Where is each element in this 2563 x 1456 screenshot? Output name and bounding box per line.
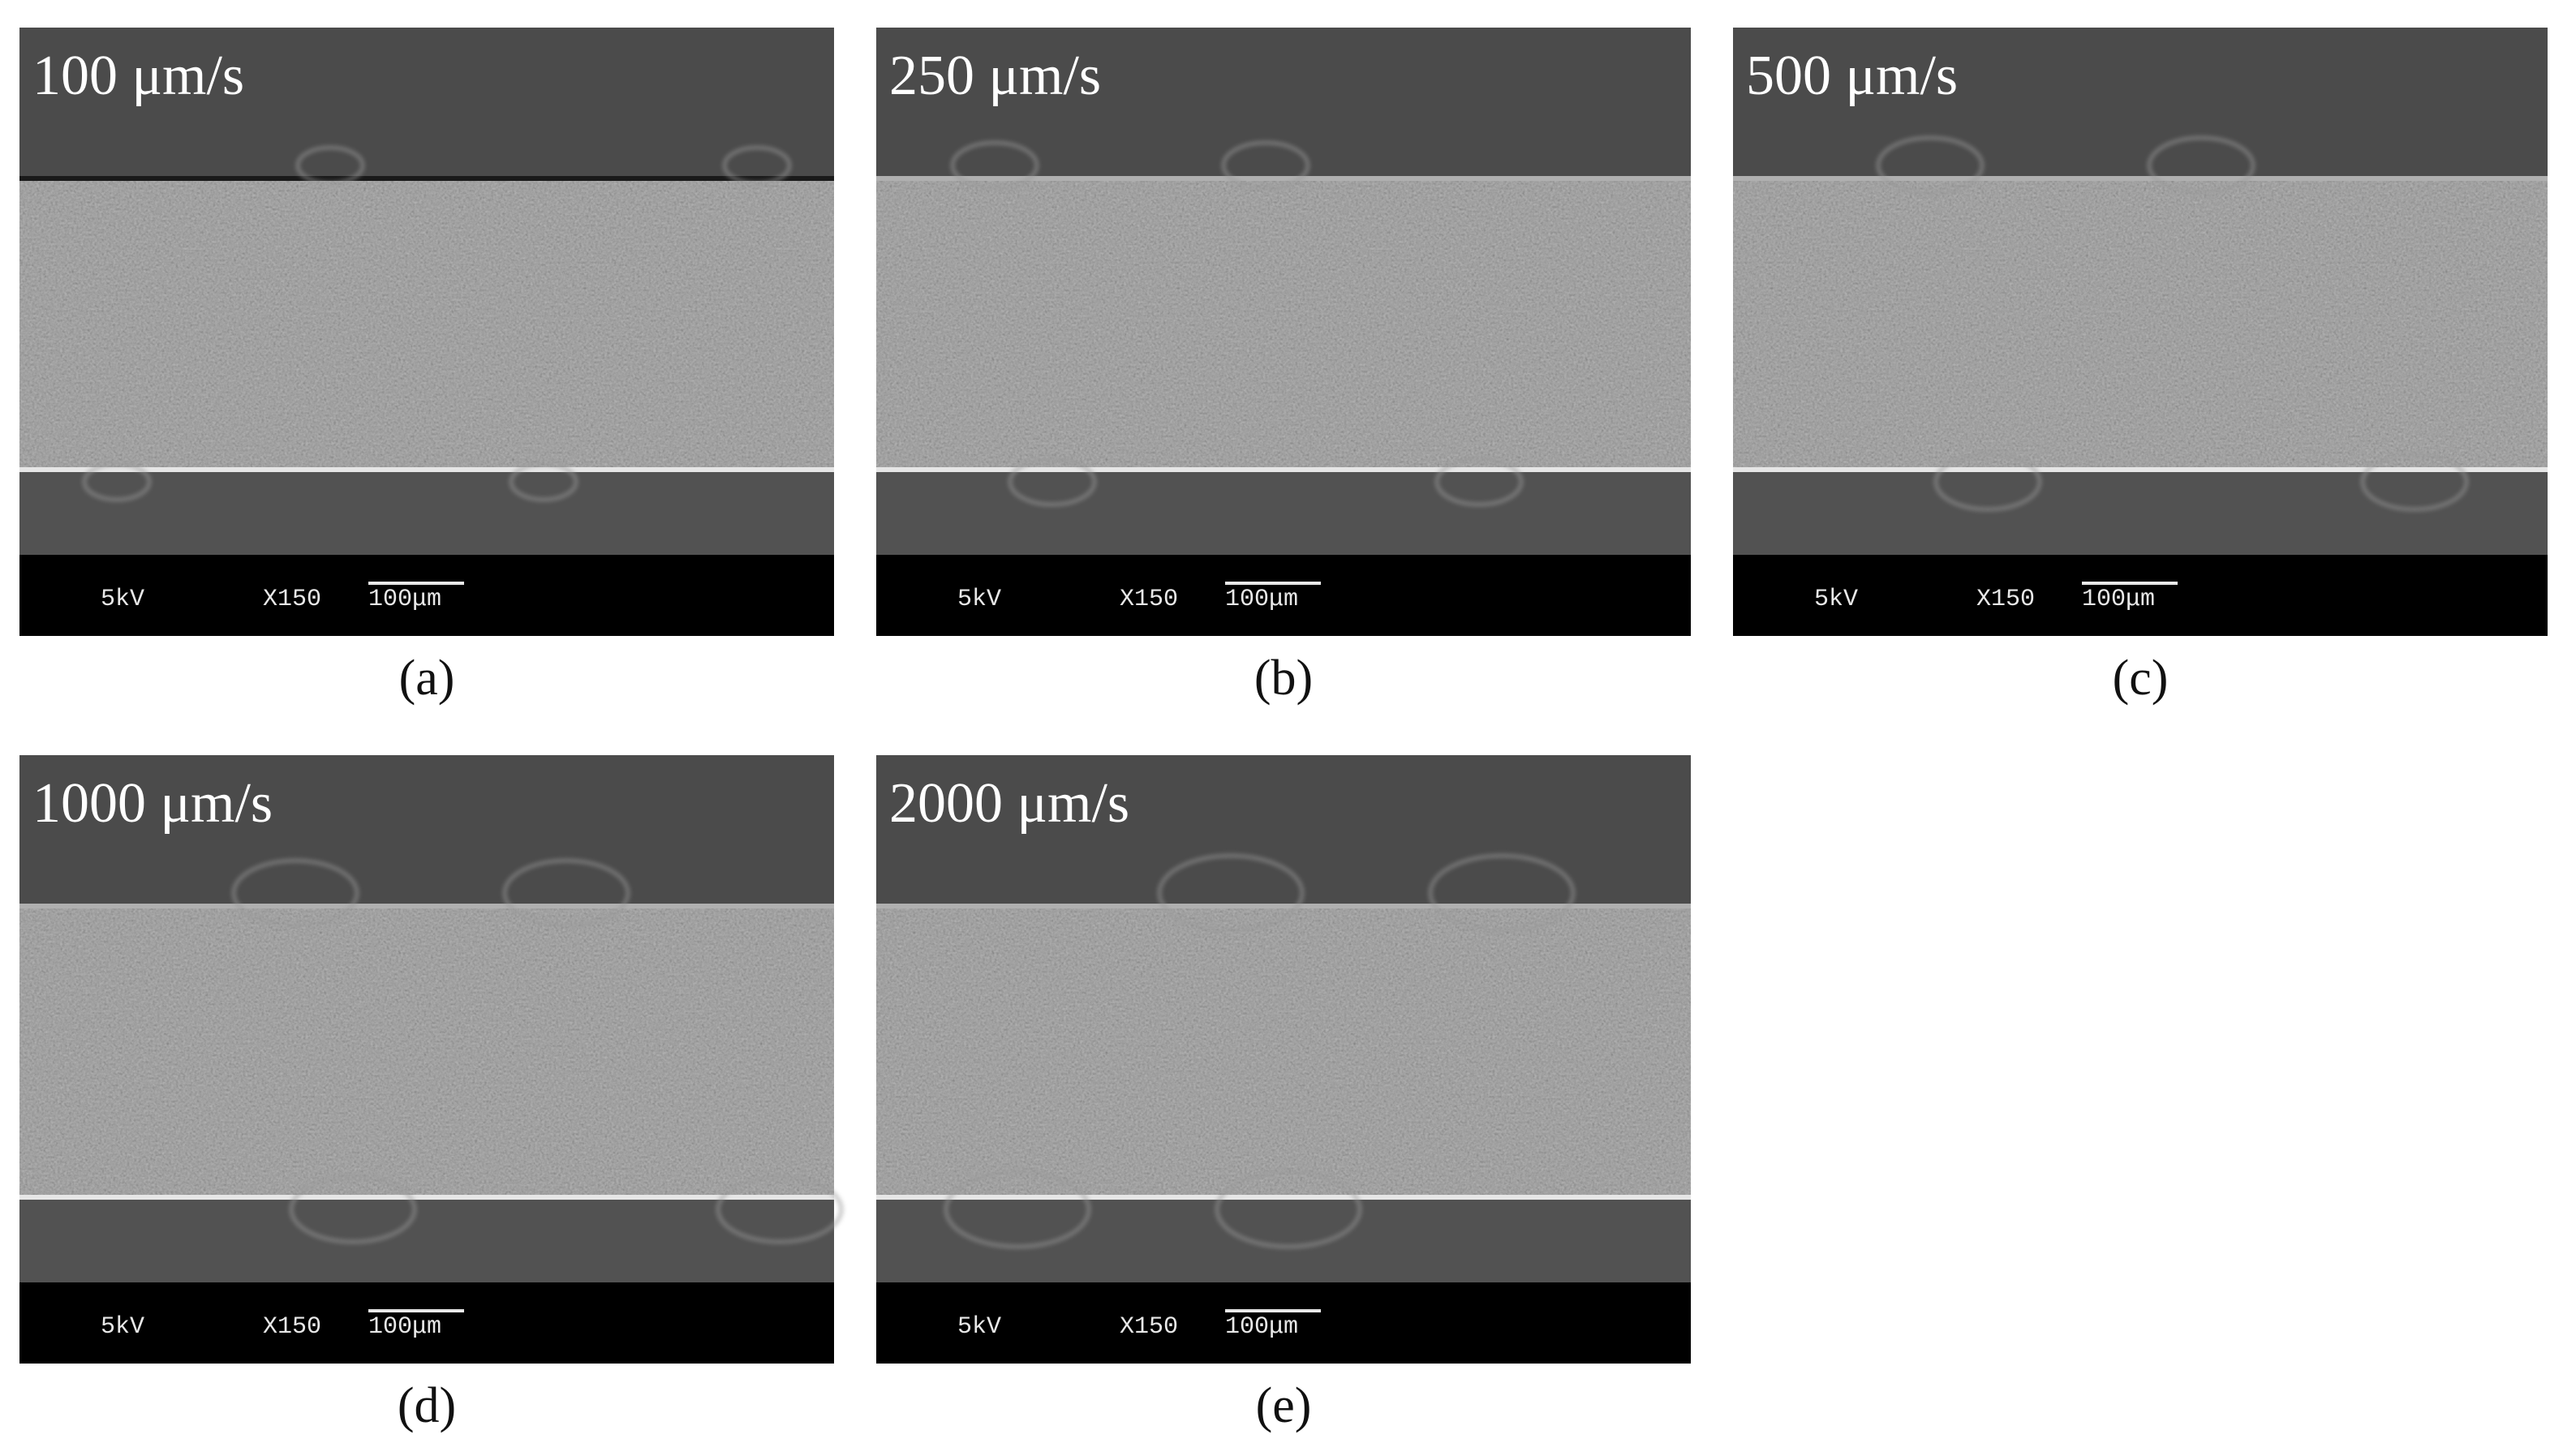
background-top: [1733, 28, 2548, 182]
scale-label: 100μm: [1225, 1313, 1298, 1341]
background-bottom: [1733, 470, 2548, 555]
debris: [1158, 854, 1304, 932]
scale-label: 100μm: [2082, 586, 2155, 613]
debris: [1435, 457, 1523, 506]
scale-label: 100μm: [368, 586, 441, 613]
debris: [1934, 453, 2041, 511]
film-texture: [19, 905, 834, 1197]
speed-label: 100 μm/s: [32, 45, 244, 107]
speed-label: 250 μm/s: [889, 45, 1101, 107]
debris: [723, 146, 791, 185]
debris: [1429, 854, 1575, 932]
film-texture: [876, 178, 1691, 470]
debris: [1877, 136, 1984, 195]
film-texture: [876, 905, 1691, 1197]
debris: [2361, 453, 2468, 511]
magnification: X150: [1120, 586, 1178, 613]
background-top: [876, 28, 1691, 182]
voltage: 5kV: [957, 1313, 1001, 1341]
scale-label: 100μm: [1225, 586, 1298, 613]
panel-caption: (c): [2113, 651, 2169, 706]
info-bar: [876, 1282, 1691, 1364]
debris: [951, 141, 1039, 190]
speed-label: 2000 μm/s: [889, 772, 1129, 835]
debris: [944, 1170, 1090, 1248]
film-texture: [19, 178, 834, 470]
background-top: [19, 755, 834, 909]
debris: [296, 146, 364, 185]
speed-label: 1000 μm/s: [32, 772, 273, 835]
info-bar: [19, 1282, 834, 1364]
debris: [503, 859, 630, 927]
info-bar: [1733, 555, 2548, 636]
background-bottom: [19, 1197, 834, 1282]
debris: [1008, 457, 1096, 506]
magnification: X150: [263, 586, 321, 613]
voltage: 5kV: [101, 1313, 144, 1341]
info-bar: [19, 555, 834, 636]
sem-panel: 500 μm/s 5kV X150 100μm (c): [1733, 28, 2548, 706]
film-texture: [1733, 178, 2548, 470]
background-bottom: [876, 470, 1691, 555]
voltage: 5kV: [101, 586, 144, 613]
panel-caption: (d): [398, 1378, 456, 1433]
magnification: X150: [1120, 1313, 1178, 1341]
sem-panel: 100 μm/s 5kV X150 100μm (a): [19, 28, 834, 706]
voltage: 5kV: [1814, 586, 1858, 613]
debris: [232, 859, 359, 927]
scale-label: 100μm: [368, 1313, 441, 1341]
debris: [716, 1175, 843, 1243]
voltage: 5kV: [957, 586, 1001, 613]
info-bar: [876, 555, 1691, 636]
debris: [290, 1175, 416, 1243]
background-top: [19, 28, 834, 182]
debris: [2148, 136, 2255, 195]
debris: [83, 462, 151, 501]
debris: [1222, 141, 1309, 190]
sem-panel: 250 μm/s 5kV X150 100μm (b): [876, 28, 1691, 706]
speed-label: 500 μm/s: [1746, 45, 1958, 107]
panel-caption: (e): [1256, 1378, 1312, 1433]
debris: [1215, 1170, 1361, 1248]
background-bottom: [876, 1197, 1691, 1282]
panel-caption: (b): [1254, 651, 1313, 706]
sem-panel: 1000 μm/s 5kV X150 100μm (d): [19, 755, 843, 1433]
background-top: [876, 755, 1691, 909]
panel-caption: (a): [399, 651, 455, 706]
debris: [510, 462, 578, 501]
magnification: X150: [1976, 586, 2035, 613]
sem-panel: 2000 μm/s 5kV X150 100μm (e): [876, 755, 1691, 1433]
magnification: X150: [263, 1313, 321, 1341]
background-bottom: [19, 470, 834, 555]
